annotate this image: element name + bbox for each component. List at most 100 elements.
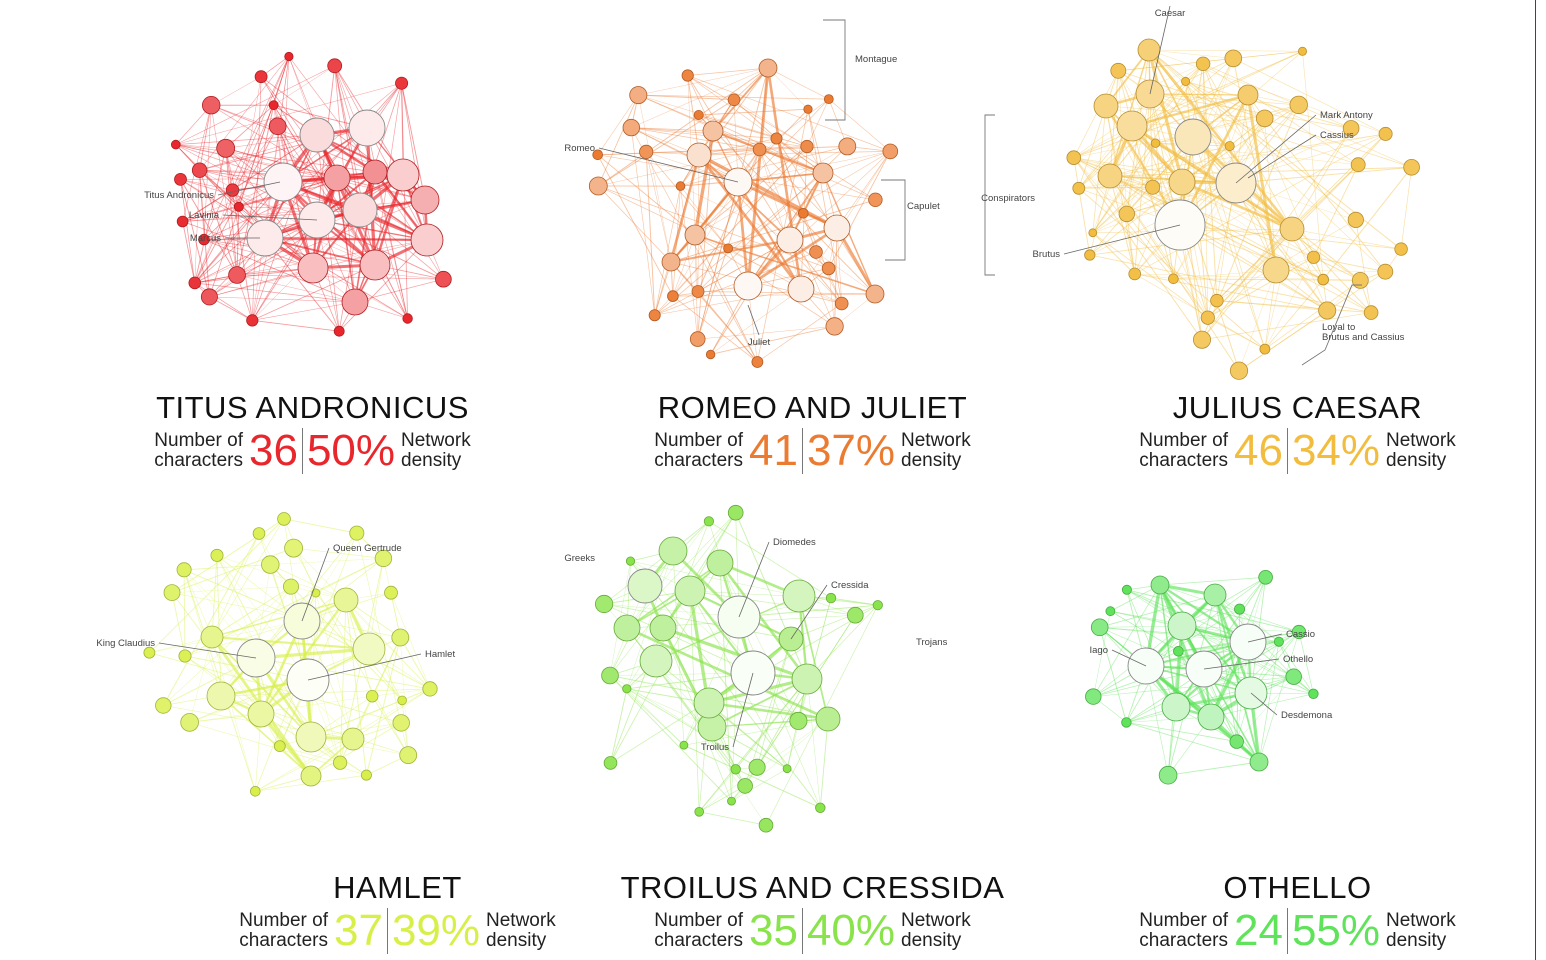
network-edge <box>670 199 876 263</box>
character-node <box>1097 163 1123 189</box>
network-edge <box>698 678 808 813</box>
network-edge <box>1131 125 1174 279</box>
network-edge <box>776 98 829 139</box>
network-edge <box>1181 181 1324 280</box>
network-density-value: 39% <box>391 906 481 955</box>
network-edge <box>255 657 341 763</box>
network-edge <box>1073 157 1237 184</box>
network-edge <box>672 234 696 297</box>
network-edge <box>390 592 431 689</box>
network-edge <box>236 274 356 303</box>
play-panel-hamlet: Queen Gertrude King Claudius Hamlet HAMLET … <box>96 480 655 960</box>
character-node <box>693 687 725 719</box>
network-edge <box>1181 625 1260 763</box>
character-label: Lavinia <box>189 210 220 221</box>
network-edge <box>1134 118 1265 275</box>
network-edge <box>171 586 292 593</box>
network-edge <box>180 177 338 180</box>
characters-label: Number of characters <box>1139 431 1228 471</box>
density-label-line1: Network <box>401 430 471 451</box>
character-node <box>1237 84 1259 106</box>
network-edge <box>293 547 384 559</box>
network-edge <box>225 148 253 321</box>
network-edge <box>694 146 848 236</box>
network-edge <box>708 702 788 770</box>
character-node <box>284 51 294 62</box>
character-node <box>188 276 202 290</box>
network-edge <box>731 768 788 802</box>
character-node <box>812 162 834 184</box>
network-edge <box>1302 51 1324 280</box>
network-edge <box>694 234 835 327</box>
character-node <box>691 285 705 298</box>
characters-label-line2: characters <box>239 930 328 951</box>
network-edge <box>251 76 262 321</box>
play-title: TITUS ANDRONICUS <box>156 390 469 425</box>
network-edge <box>180 179 314 269</box>
network-edge <box>776 138 817 253</box>
network-edge <box>776 138 876 295</box>
network-edge <box>604 603 740 618</box>
network-edge <box>210 104 428 241</box>
character-node <box>263 162 303 202</box>
network-edge <box>737 151 891 183</box>
network-edge <box>1214 594 1260 763</box>
network-nodes <box>143 512 438 797</box>
network-edge <box>1291 228 1402 250</box>
network-edge <box>1238 269 1277 371</box>
network-edge <box>225 127 368 149</box>
network-edge <box>1185 81 1265 119</box>
network-edge <box>194 181 284 284</box>
network-edge <box>270 558 384 565</box>
character-node <box>791 663 823 695</box>
network-edge <box>184 655 367 776</box>
character-node <box>758 817 774 833</box>
character-node <box>1297 46 1307 56</box>
network-density-value: 50% <box>306 426 396 475</box>
network-edge <box>1149 93 1154 188</box>
network-edge <box>182 177 338 222</box>
network-edge <box>604 603 792 640</box>
network-edge <box>1126 721 1237 743</box>
network-edge <box>1131 125 1361 281</box>
network-edge <box>162 533 260 706</box>
character-node <box>171 139 181 150</box>
character-node <box>352 632 386 666</box>
network-edge <box>819 718 829 808</box>
network-edge <box>194 170 200 283</box>
network-edge <box>194 282 253 321</box>
network-edge <box>1073 157 1127 215</box>
network-edge <box>697 291 876 295</box>
character-node <box>1161 692 1191 722</box>
character-node <box>702 120 724 142</box>
character-node <box>639 144 654 159</box>
character-node <box>1090 618 1109 637</box>
network-edge <box>1179 224 1324 280</box>
character-node <box>1378 126 1393 141</box>
network-edge <box>598 185 672 263</box>
character-node <box>216 138 236 158</box>
network-edge <box>211 635 370 651</box>
network-edge <box>209 56 290 298</box>
network-edge <box>209 267 314 298</box>
network-edge <box>1073 157 1203 341</box>
network-edge <box>759 67 769 150</box>
network-edge <box>180 179 210 297</box>
character-node <box>1088 228 1098 238</box>
network-edge <box>189 636 213 723</box>
character-node <box>1255 109 1274 128</box>
network-edge <box>708 701 829 721</box>
characters-label-line2: characters <box>1139 930 1228 951</box>
network-edge <box>149 518 285 654</box>
character-node <box>727 796 736 806</box>
density-label: Network density <box>1386 431 1456 471</box>
stats-separator <box>301 428 303 474</box>
network-edge <box>1313 164 1359 258</box>
network-edge <box>610 688 628 763</box>
character-node <box>798 208 809 219</box>
characters-label-line1: Number of <box>654 430 743 451</box>
character-node <box>233 201 244 212</box>
network-edge <box>1073 50 1303 159</box>
character-node <box>703 516 714 527</box>
characters-label-line2: characters <box>154 450 243 471</box>
